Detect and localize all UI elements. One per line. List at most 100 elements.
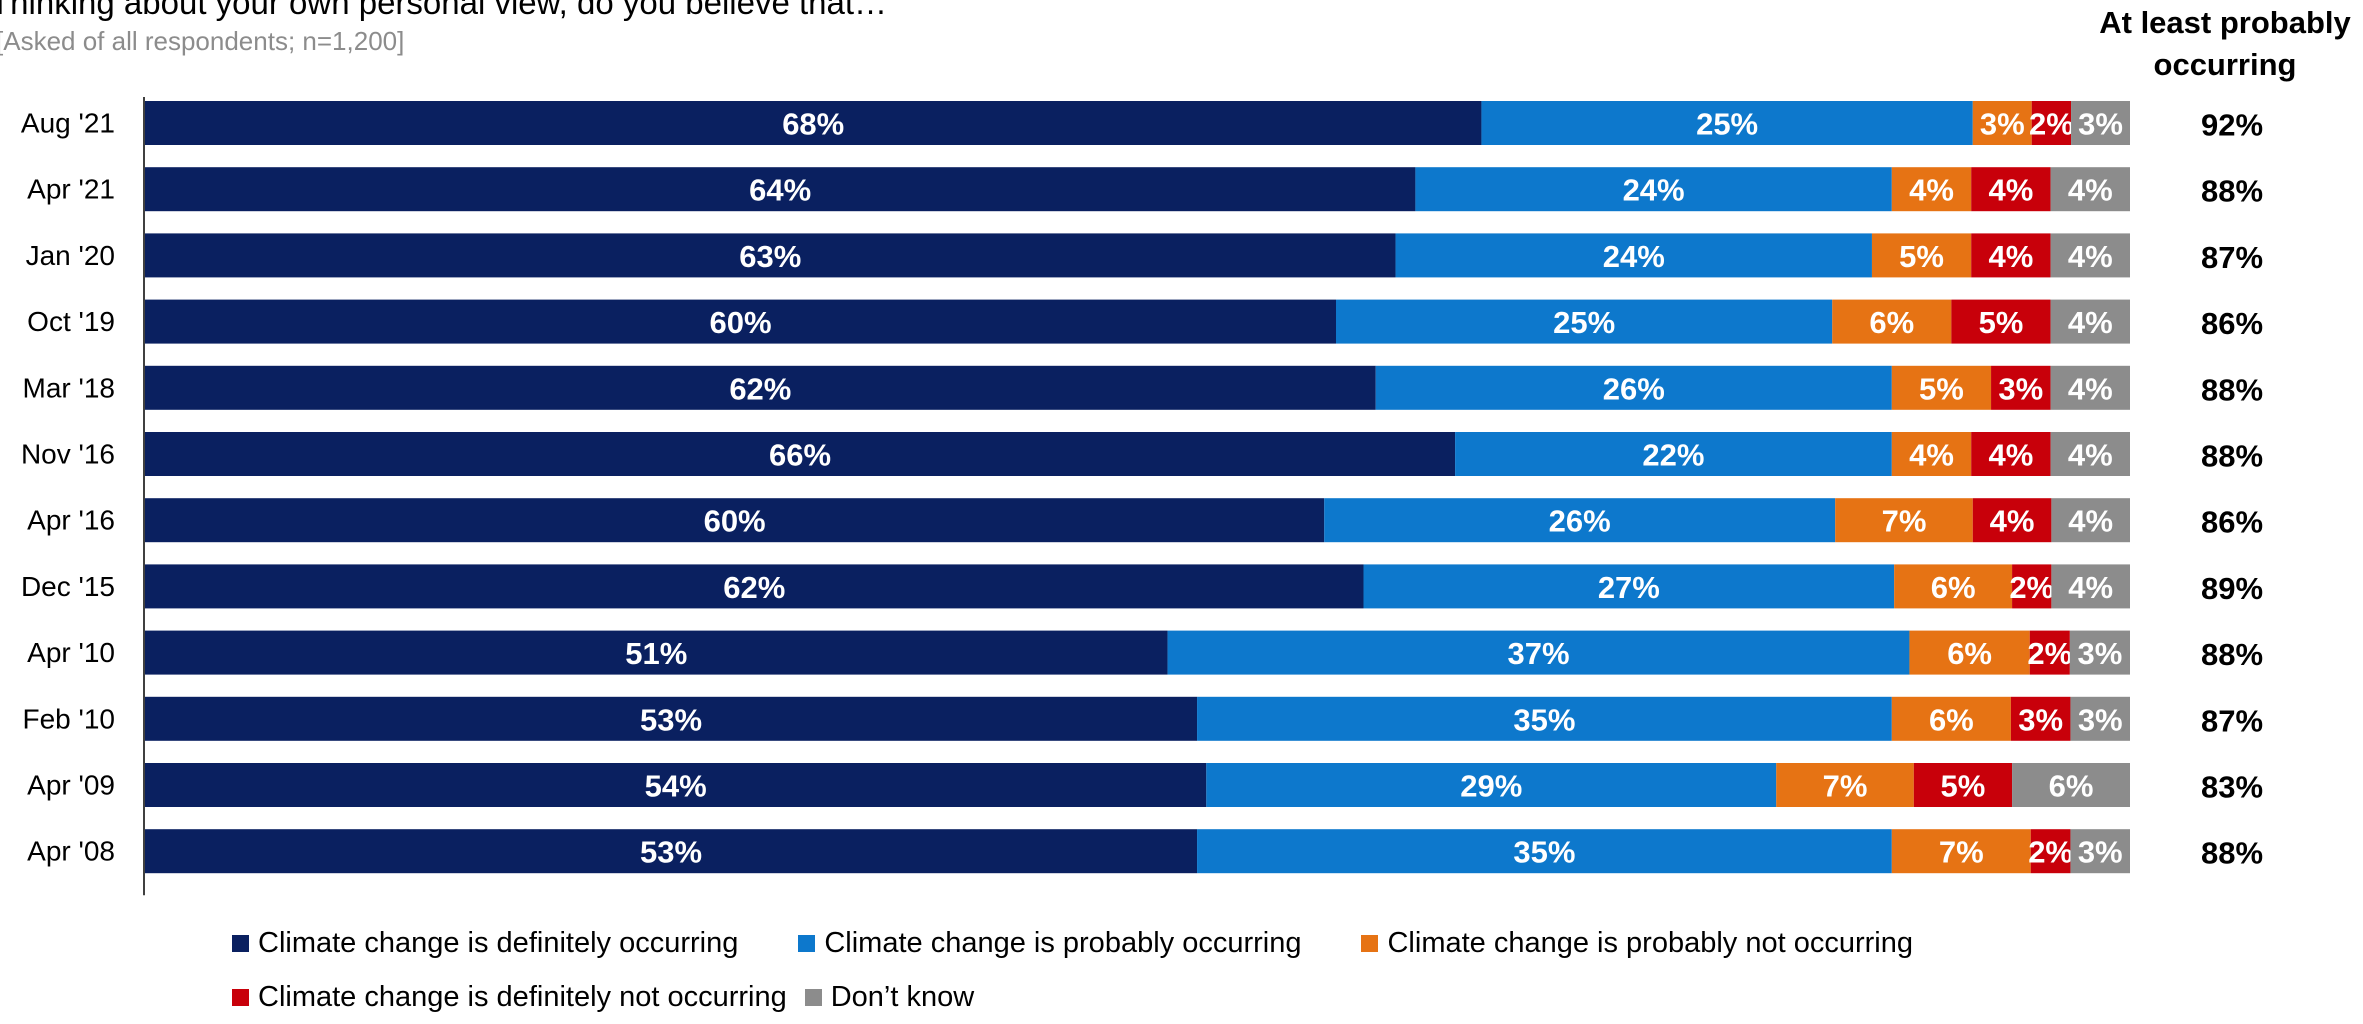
bar-segment-probably-not — [1776, 763, 1914, 807]
bar-segment-definitely-not — [1951, 299, 2051, 344]
data-label-definitely: 54% — [645, 769, 707, 804]
bar-segment-dont-know — [2050, 365, 2130, 410]
total-value-label: 88% — [2201, 836, 2263, 871]
legend-item-probably-not: Climate change is probably not occurring — [1361, 927, 1913, 960]
legend-item-definitely: Climate change is definitely occurring — [232, 927, 738, 960]
data-label-definitely: 68% — [782, 107, 844, 142]
chart-legend: Climate change is definitely occurring C… — [232, 916, 2232, 1024]
data-label-probably-not: 6% — [1931, 570, 1976, 605]
bar-segment-probably — [1197, 696, 1892, 741]
bar-segment-definitely-not — [1972, 498, 2052, 543]
bar-segment-probably — [1455, 432, 1892, 476]
data-label-definitely: 60% — [704, 504, 766, 539]
bar-segment-probably-not — [1891, 696, 2011, 741]
data-label-probably: 26% — [1549, 504, 1611, 539]
bar-segment-definitely — [145, 829, 1198, 874]
data-label-definitely: 64% — [749, 173, 811, 208]
data-label-probably-not: 7% — [1882, 504, 1927, 539]
bar-segment-definitely — [145, 432, 1456, 476]
bar-segment-dont-know — [2051, 498, 2130, 543]
legend-item-dont-know: Don’t know — [804, 980, 975, 1014]
data-label-definitely-not: 3% — [2018, 702, 2063, 737]
data-label-definitely: 62% — [729, 371, 791, 406]
data-label-definitely: 66% — [769, 438, 831, 473]
category-label: Apr '09 — [27, 770, 115, 801]
data-label-dont-know: 3% — [2078, 835, 2123, 870]
legend-swatch-dont-know — [804, 988, 822, 1006]
data-label-definitely-not: 5% — [1979, 305, 2024, 340]
chart-question: Thinking about your own personal view, d… — [0, 0, 888, 21]
data-label-probably-not: 5% — [1919, 371, 1964, 406]
data-label-definitely: 60% — [709, 305, 771, 340]
category-label: Oct '19 — [27, 306, 115, 337]
bar-segment-probably — [1336, 299, 1833, 344]
bar-segment-definitely-not — [2010, 696, 2071, 741]
data-label-probably: 24% — [1623, 173, 1685, 208]
data-label-probably: 35% — [1513, 702, 1575, 737]
bar-segment-probably-not — [1891, 167, 1972, 212]
data-label-dont-know: 4% — [2068, 371, 2113, 406]
data-label-definitely: 53% — [640, 702, 702, 737]
bar-segment-definitely — [145, 696, 1198, 741]
chart-subtitle: [Asked of all respondents; n=1,200] — [0, 26, 405, 56]
bar-segment-probably-not — [1894, 564, 2013, 609]
total-value-label: 92% — [2201, 108, 2263, 143]
data-label-probably: 26% — [1603, 371, 1665, 406]
data-label-probably-not: 6% — [1869, 305, 1914, 340]
bar-segment-definitely-not — [1971, 233, 2051, 278]
data-label-probably-not: 4% — [1909, 173, 1954, 208]
legend-swatch-probably — [798, 934, 816, 952]
bar-segment-probably — [1167, 630, 1910, 675]
bar-segment-probably-not — [1909, 630, 2030, 675]
data-label-probably: 35% — [1513, 835, 1575, 870]
bar-segment-probably — [1197, 829, 1892, 874]
category-label: Apr '21 — [27, 174, 115, 205]
category-label: Mar '18 — [23, 372, 116, 403]
bar-segment-probably-not — [1891, 829, 2031, 874]
bar-segment-dont-know — [2071, 101, 2130, 145]
data-label-probably-not: 6% — [1947, 636, 1992, 671]
bar-segment-dont-know — [2069, 630, 2130, 675]
data-label-definitely: 63% — [739, 239, 801, 274]
data-label-probably: 25% — [1696, 107, 1758, 142]
bar-segment-probably-not — [1871, 233, 1972, 278]
bar-segment-probably — [1415, 167, 1892, 212]
data-label-probably-not: 5% — [1899, 239, 1944, 274]
data-label-dont-know: 3% — [2078, 636, 2123, 671]
data-label-probably: 25% — [1553, 305, 1615, 340]
totals-header-line-1: At least probably — [2099, 5, 2351, 40]
data-label-definitely-not: 2% — [2029, 107, 2074, 142]
legend-item-probably: Climate change is probably occurring — [798, 927, 1301, 960]
bar-segment-probably-not — [1891, 365, 1992, 410]
bar-segment-probably-not — [1835, 498, 1973, 543]
data-label-probably: 22% — [1642, 438, 1704, 473]
bar-segment-definitely — [145, 167, 1416, 212]
legend-swatch-definitely — [232, 934, 249, 952]
bar-segment-definitely-not — [1971, 167, 2051, 212]
total-value-label: 87% — [2201, 703, 2263, 738]
legend-label-dont-know: Don’t know — [830, 980, 975, 1013]
total-value-label: 89% — [2201, 571, 2263, 606]
category-label: Jan '20 — [26, 240, 115, 271]
total-value-label: 88% — [2201, 439, 2263, 474]
data-label-dont-know: 4% — [2068, 305, 2113, 340]
data-label-definitely: 62% — [723, 570, 785, 605]
data-label-probably-not: 7% — [1823, 769, 1868, 804]
data-label-definitely-not: 4% — [1988, 239, 2033, 274]
legend-label-definitely: Climate change is definitely occurring — [258, 926, 739, 959]
data-label-probably-not: 6% — [1929, 702, 1974, 737]
bar-segment-probably-not — [1832, 299, 1952, 344]
bar-segment-probably — [1363, 564, 1895, 609]
bar-segment-definitely-not — [1971, 432, 2051, 476]
legend-label-probably-not: Climate change is probably not occurring — [1387, 926, 1913, 959]
bar-segment-probably — [1206, 763, 1777, 807]
bar-segment-definitely — [145, 630, 1168, 675]
bar-segment-definitely-not — [2031, 101, 2072, 145]
bar-segment-definitely — [145, 365, 1376, 410]
data-label-dont-know: 4% — [2068, 239, 2113, 274]
stacked-bar-chart: Aug '21 68% 25% 3% 2% 3% 92%Apr '21 64% 24% 4% 4% 4… — [21, 97, 2263, 896]
bar-segment-probably — [1481, 101, 1973, 145]
bar-segment-probably-not — [1972, 101, 2032, 145]
bar-segment-definitely — [145, 763, 1207, 807]
data-label-probably: 27% — [1598, 570, 1660, 605]
